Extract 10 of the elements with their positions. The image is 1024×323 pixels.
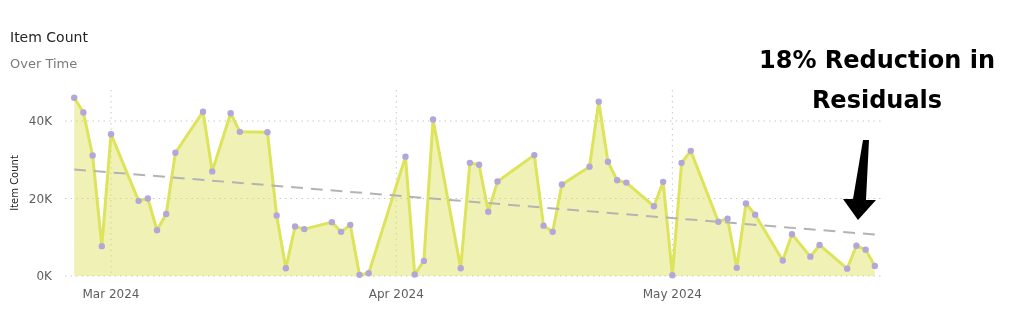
x-tick-label: May 2024 bbox=[642, 287, 702, 301]
x-tick-label: Mar 2024 bbox=[82, 287, 140, 301]
y-tick-label: 20K bbox=[28, 191, 54, 206]
chart-title: Item Count bbox=[10, 29, 89, 45]
y-tick-label: 40K bbox=[28, 114, 54, 129]
y-tick-label: 0K bbox=[36, 269, 54, 284]
annotation: 18% Reduction in Residuals bbox=[759, 46, 995, 114]
x-tick-label: Apr 2024 bbox=[368, 287, 424, 301]
chart-subtitle: Over Time bbox=[10, 56, 78, 71]
y-axis-title: Item Count bbox=[9, 155, 20, 211]
